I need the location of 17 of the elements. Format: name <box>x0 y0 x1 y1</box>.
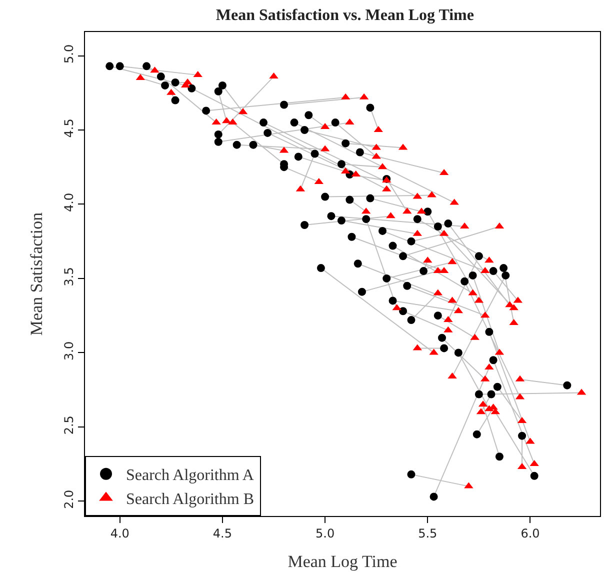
x-tick-label: 5.5 <box>418 526 438 540</box>
x-tick-label: 4.0 <box>110 526 130 540</box>
y-tick-label: 2.0 <box>62 490 76 509</box>
y-tick-label: 4.0 <box>62 192 76 212</box>
x-tick-label: 6.0 <box>520 526 540 540</box>
y-tick-label: 3.0 <box>62 341 76 360</box>
legend-label: Search Algorithm A <box>126 467 254 484</box>
x-tick-label: 4.5 <box>212 526 232 540</box>
x-axis-title: Mean Log Time <box>288 552 398 571</box>
y-tick-label: 4.5 <box>62 118 76 138</box>
y-tick-label: 3.5 <box>62 267 76 286</box>
y-tick-label: 5.0 <box>62 44 76 64</box>
y-tick-label: 2.5 <box>62 416 76 435</box>
chart-title: Mean Satisfaction vs. Mean Log Time <box>216 6 474 24</box>
y-axis-title: Mean Satisfaction <box>26 212 46 336</box>
x-tick-label: 5.0 <box>316 526 335 540</box>
legend-label: Search Algorithm B <box>126 490 254 508</box>
